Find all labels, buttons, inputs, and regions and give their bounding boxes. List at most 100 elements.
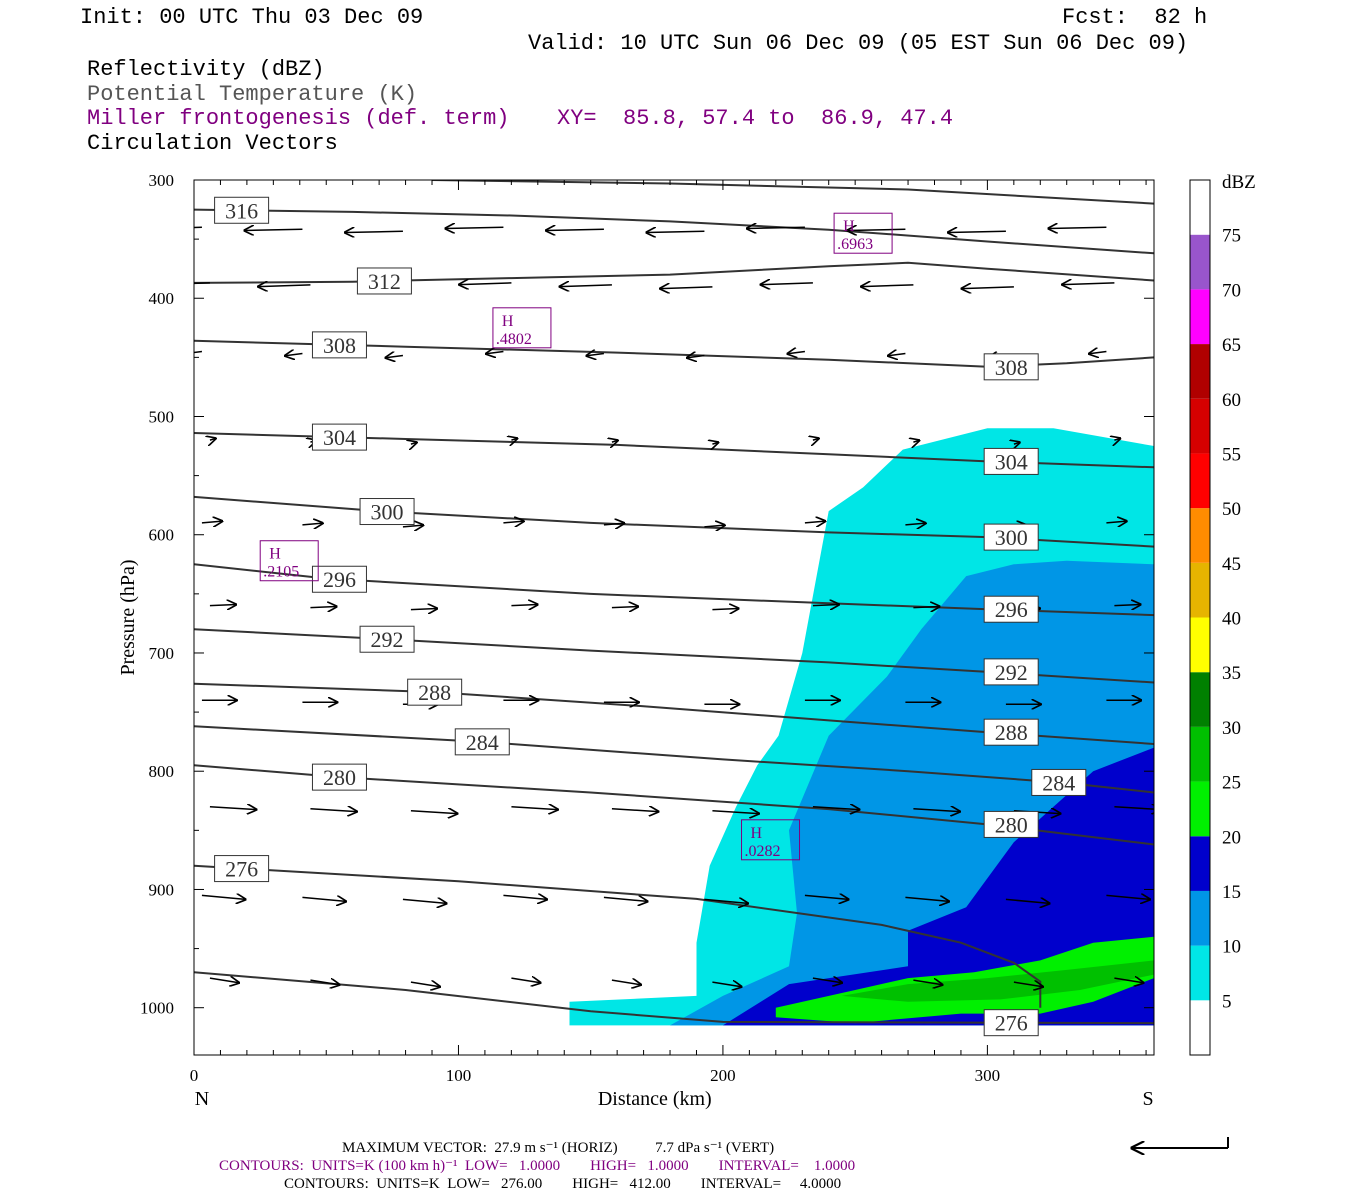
theta-contour-308 [194,339,1154,368]
colorbar-segment [1190,180,1210,235]
circulation-vector [788,351,806,353]
circulation-vector [1114,438,1120,440]
init-time: Init: 00 UTC Thu 03 Dec 09 [80,5,424,30]
theta-label-box [1031,768,1087,796]
contour-labels: 316 312 308 308 304 304 300 300 296 296 292 292 288 2… [214,196,1087,1037]
theta-label-box [311,331,367,359]
reflectivity-region-15dbz [722,747,1154,1026]
field-potential-temperature: Potential Temperature (K) [87,82,418,107]
colorbar-level-label: 50 [1222,499,1241,520]
theta-label-box [359,498,415,526]
circulation-vector [410,609,437,610]
circulation-vector [804,895,849,899]
reflectivity-region-25dbz [841,960,1154,1002]
y-tick-label: 400 [149,289,175,308]
theta-label-text: 304 [323,425,356,450]
theta-label-304: 304 [311,423,367,451]
circulation-vector [310,809,356,812]
theta-label-box [983,1009,1039,1037]
circulation-vector [913,980,942,985]
colorbar: 5 10 15 20 25 30 35 40 45 50 55 60 65 70 75 dBZ [1189,172,1256,1056]
circulation-vector [913,809,959,812]
circulation-vector [660,287,713,289]
theta-label-text: 316 [225,198,258,223]
theta-label-text: 300 [371,500,404,525]
colorbar-segment [1190,398,1210,454]
theta-label-text: 296 [995,597,1028,622]
circulation-vector [905,897,949,901]
theta-label-312: 312 [356,267,412,295]
theta-label-box [356,267,412,295]
frontogenesis-max-3: H.2105 [259,540,319,582]
circulation-vector [511,605,537,606]
circulation-vector [402,525,423,527]
valid-time: Valid: 10 UTC Sun 06 Dec 09 (05 EST Sun … [528,31,1189,56]
colorbar-segment [1190,617,1210,673]
theta-contour-316 [431,180,1154,205]
circulation-vector [913,440,919,442]
y-tick-label: 300 [149,171,175,190]
colorbar-segment [1190,890,1210,946]
circulation-vector [486,351,504,353]
circulation-vector [503,895,547,899]
circulation-vector [761,283,813,285]
y-tick-label: 800 [149,762,175,781]
reference-vector [1132,1137,1229,1148]
circulation-vector [587,353,605,355]
theta-label-292: 292 [359,625,415,653]
frontogenesis-max-box [259,540,319,582]
theta-label-text: 276 [225,857,258,882]
circulation-vector [712,982,741,987]
circulation-vector [560,285,612,287]
theta-label-text: 308 [995,355,1028,380]
theta-label-box [983,658,1039,686]
circulation-vector [209,807,256,810]
theta-contour-note: CONTOURS: UNITS=K LOW= 276.00 HIGH= 412.… [284,1176,842,1192]
x-tick-label: 100 [446,1066,472,1085]
frontogenesis-max-label: H [269,546,281,563]
frontogenesis-max-box [833,212,893,254]
colorbar-segment [1190,344,1210,399]
colorbar-segment [1190,945,1210,1001]
theta-label-284: 284 [454,728,510,756]
theta-label-text: 284 [1042,770,1075,795]
theta-label-280: 280 [311,763,367,791]
x-tick-label: 200 [710,1066,736,1085]
circulation-vector [712,609,738,610]
theta-label-280: 280 [983,810,1039,838]
frontogenesis-max-2: H.4802 [492,307,552,349]
frontogenesis-max-box [492,307,552,349]
circulation-vector [310,980,339,985]
circulation-vector [410,982,440,987]
theta-label-text: 304 [995,449,1028,474]
circulation-vector [646,231,705,232]
circulation-vector [503,521,523,523]
circulation-vector [511,978,540,983]
plot-frame [193,179,1155,1056]
circulation-vector [285,353,303,355]
circulation-vector [1048,227,1107,228]
circulation-vector [201,521,222,523]
y-tick-label: 600 [149,526,175,545]
theta-label-316: 316 [214,196,270,224]
field-reflectivity: Reflectivity (dBZ) [87,57,325,82]
circulation-vector [511,807,557,810]
circulation-vector [712,811,758,814]
circulation-vector [712,442,718,444]
theta-label-text: 312 [368,269,401,294]
colorbar-level-label: 5 [1222,991,1232,1012]
theta-label-text: 292 [371,627,404,652]
theta-label-text: 276 [995,1011,1028,1036]
theta-label-276: 276 [983,1009,1039,1037]
theta-contour-316 [194,208,1154,255]
frontogenesis-max-4: H.0282 [741,819,801,861]
circulation-vector [1106,521,1126,523]
theta-label-box [983,523,1039,551]
frontogenesis-max-value: .4802 [496,331,532,348]
frontogenesis-max-value: .0282 [745,843,781,860]
max-vector-note: MAXIMUM VECTOR: 27.9 m s⁻¹ (HORIZ) 7.7 d… [342,1140,775,1156]
theta-label-296: 296 [983,595,1039,623]
theta-label-text: 292 [995,660,1028,685]
theta-label-text: 280 [323,765,356,790]
